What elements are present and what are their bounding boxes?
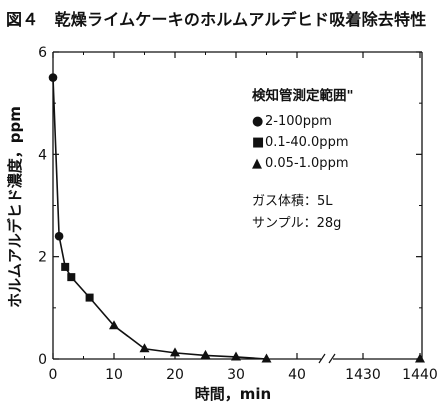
data-point-circle — [48, 73, 58, 82]
data-point-triangle — [261, 353, 272, 363]
legend-entry: 0.05-1.0ppm — [265, 156, 348, 171]
chart-note: サンプル：28g — [252, 216, 341, 231]
chart-notes: ガス体積：5L サンプル：28g — [252, 194, 341, 231]
series-lines — [52, 77, 267, 360]
x-tick-label: 0 — [49, 367, 58, 383]
data-point-triangle — [231, 351, 241, 361]
y-axis-ticks: 0 2 4 6 — [38, 45, 422, 368]
series-markers — [48, 73, 425, 363]
y-axis-label: ホルムアルデヒド濃度，ppm — [6, 106, 24, 308]
y-tick-label: 6 — [38, 45, 47, 61]
data-point-square — [85, 293, 94, 302]
legend-title: 検知管測定範囲" — [252, 87, 354, 104]
x-tick-label: 1430 — [345, 367, 381, 383]
x-tick-label: 40 — [288, 367, 306, 383]
x-axis-label: 時間，min — [195, 385, 271, 403]
legend-symbol: ● — [252, 114, 263, 129]
figure-title: 図４ 乾燥ライムケーキのホルムアルデヒド吸着除去特性 — [6, 10, 427, 29]
data-point-triangle — [139, 343, 150, 353]
legend: 検知管測定範囲" ● 2-100ppm■ 0.1-40.0ppm▲ 0.05-1.0pp… — [252, 87, 354, 171]
concentration-curve — [52, 77, 267, 360]
axis-break-slash-left — [318, 353, 326, 364]
axis-break-slash-right — [328, 353, 336, 364]
data-point-triangle — [200, 349, 211, 359]
data-point-square — [67, 273, 76, 282]
plot-frame — [52, 51, 423, 360]
y-tick-label: 0 — [38, 352, 47, 368]
legend-symbol: ▲ — [252, 156, 262, 171]
data-point-triangle — [170, 347, 180, 357]
x-tick-label: 1440 — [402, 367, 438, 383]
y-tick-label: 2 — [38, 250, 47, 266]
legend-entry: 0.1-40.0ppm — [265, 135, 348, 150]
data-point-square — [61, 262, 70, 271]
axis-break — [318, 353, 336, 365]
data-point-triangle — [415, 353, 425, 363]
y-tick-label: 4 — [38, 147, 47, 163]
chart-note: ガス体積：5L — [252, 194, 333, 209]
x-axis-ticks: 0 10 20 30 40 1430 1440 — [49, 52, 438, 383]
x-tick-label: 20 — [166, 367, 184, 383]
legend-entry: 2-100ppm — [265, 114, 332, 129]
legend-symbol: ■ — [252, 135, 264, 150]
x-tick-label: 10 — [105, 367, 123, 383]
x-tick-label: 30 — [227, 367, 245, 383]
data-point-triangle — [109, 320, 119, 330]
data-point-circle — [54, 231, 64, 241]
